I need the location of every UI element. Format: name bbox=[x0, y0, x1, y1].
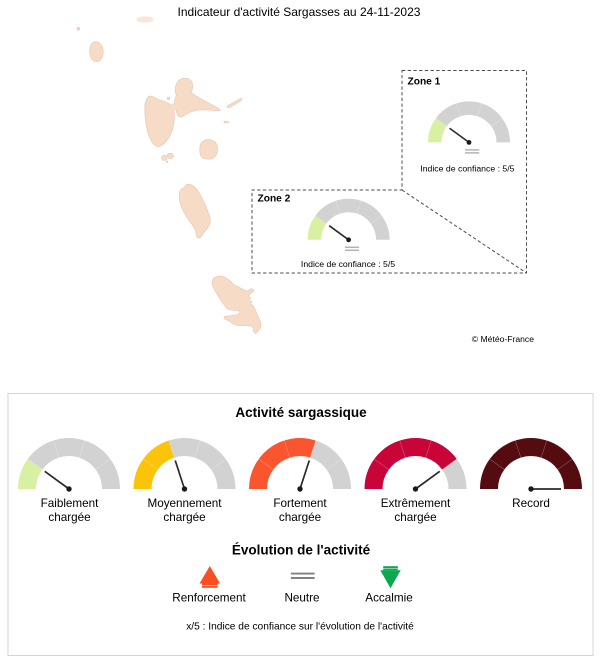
svg-text:Zone 1: Zone 1 bbox=[408, 77, 441, 88]
svg-text:chargée: chargée bbox=[394, 511, 436, 524]
svg-text:Extrêmement: Extrêmement bbox=[381, 497, 451, 510]
svg-text:Indice de confiance : 5/5: Indice de confiance : 5/5 bbox=[420, 163, 514, 173]
svg-text:Renforcement: Renforcement bbox=[172, 591, 246, 604]
svg-text:x/5 : Indice de confiance sur: x/5 : Indice de confiance sur l'évolutio… bbox=[186, 621, 414, 632]
svg-text:chargée: chargée bbox=[279, 511, 321, 524]
svg-text:Indice de confiance : 5/5: Indice de confiance : 5/5 bbox=[301, 259, 395, 269]
svg-text:Faiblement: Faiblement bbox=[41, 497, 100, 510]
svg-text:Activité sargassique: Activité sargassique bbox=[235, 405, 367, 420]
svg-text:Fortement: Fortement bbox=[273, 497, 327, 510]
svg-text:chargée: chargée bbox=[163, 511, 205, 524]
svg-text:© Météo-France: © Météo-France bbox=[472, 334, 534, 344]
svg-text:chargée: chargée bbox=[48, 511, 90, 524]
svg-text:Indicateur d'activité Sargasse: Indicateur d'activité Sargasses au 24-11… bbox=[178, 5, 421, 19]
svg-text:Neutre: Neutre bbox=[284, 591, 319, 604]
svg-text:Moyennement: Moyennement bbox=[147, 497, 222, 510]
svg-text:Zone 2: Zone 2 bbox=[258, 193, 291, 204]
svg-text:Évolution de l'activité: Évolution de l'activité bbox=[232, 543, 371, 558]
svg-text:Accalmie: Accalmie bbox=[365, 591, 412, 604]
svg-text:Record: Record bbox=[512, 497, 550, 510]
